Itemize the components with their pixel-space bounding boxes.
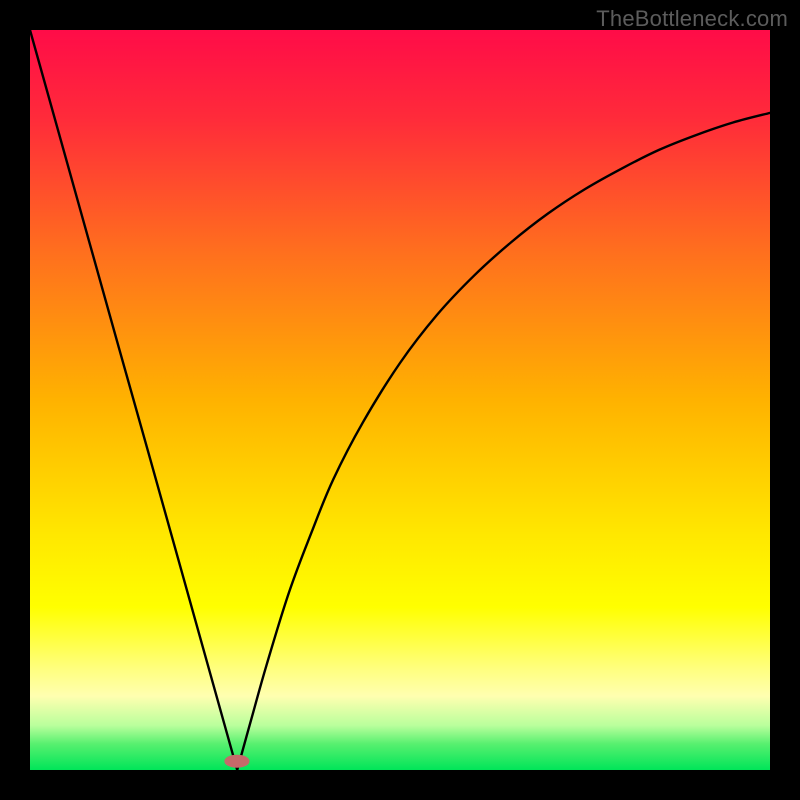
chart-svg	[30, 30, 770, 770]
chart-frame: TheBottleneck.com	[0, 0, 800, 800]
watermark-text: TheBottleneck.com	[596, 6, 788, 32]
gradient-background	[30, 30, 770, 770]
cusp-marker	[225, 755, 250, 768]
plot-area	[30, 30, 770, 770]
